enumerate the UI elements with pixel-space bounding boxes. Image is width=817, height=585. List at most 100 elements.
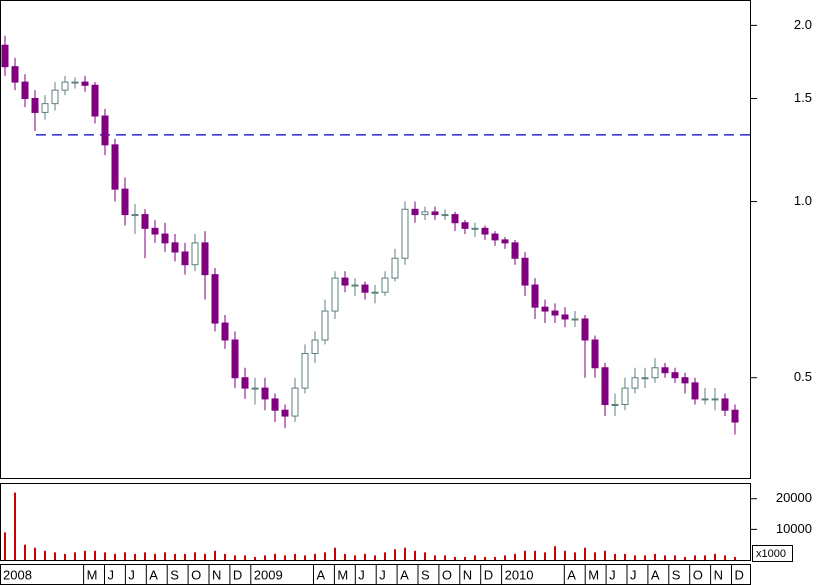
- candle-body: [271, 398, 279, 411]
- candle-body: [1, 44, 9, 68]
- x-tick-label: A: [149, 567, 158, 582]
- x-tick-label: M: [588, 567, 599, 582]
- volume-bar: [584, 547, 586, 560]
- candle-body: [101, 115, 109, 146]
- candle-body: [481, 227, 489, 235]
- candle-body: [351, 284, 359, 287]
- candle-body: [411, 208, 419, 216]
- volume-bar: [364, 553, 366, 560]
- candle-body: [671, 372, 679, 379]
- candle-body: [301, 353, 309, 389]
- x-tick-label: J: [128, 567, 135, 582]
- volume-bar: [194, 552, 196, 560]
- candle-body: [51, 89, 59, 105]
- x-tick-label: D: [735, 567, 744, 582]
- candle-body: [561, 314, 569, 320]
- x-tick-label: 2008: [3, 567, 32, 582]
- candle-body: [121, 188, 129, 216]
- candle-body: [41, 103, 49, 113]
- volume-bar: [684, 556, 686, 560]
- candle-body: [111, 144, 119, 190]
- candle-body: [511, 242, 519, 259]
- volume-bar: [704, 555, 706, 560]
- candle-body: [31, 97, 39, 113]
- candle-body: [451, 214, 459, 224]
- candle-body: [631, 377, 639, 389]
- volume-bar: [244, 555, 246, 560]
- volume-bar: [84, 550, 86, 560]
- volume-bar: [134, 553, 136, 560]
- price-panel: [0, 0, 751, 479]
- x-tick-label: A: [317, 567, 326, 582]
- volume-bar: [64, 553, 66, 560]
- candle-body: [431, 211, 439, 216]
- volume-bar: [234, 555, 236, 560]
- x-tick-label: S: [170, 567, 179, 582]
- volume-bar: [634, 555, 636, 560]
- candle-body: [171, 242, 179, 253]
- volume-bar: [434, 555, 436, 560]
- candle-body: [651, 367, 659, 379]
- candle-body: [131, 214, 139, 217]
- candle-body: [381, 277, 389, 293]
- candle-body: [591, 339, 599, 369]
- candle-body: [231, 339, 239, 379]
- volume-bar: [514, 553, 516, 560]
- volume-bar: [674, 555, 676, 560]
- volume-bar: [694, 555, 696, 560]
- candle-body: [471, 227, 479, 230]
- volume-bar: [264, 555, 266, 560]
- x-tick-label: A: [400, 567, 409, 582]
- x-tick-label: A: [567, 567, 576, 582]
- candle-body: [531, 284, 539, 308]
- x-tick-label: 2009: [254, 567, 283, 582]
- candle-body: [611, 404, 619, 407]
- candle-body: [221, 322, 229, 341]
- candle-body: [641, 377, 649, 380]
- volume-bar: [654, 553, 656, 560]
- candle-body: [401, 208, 409, 259]
- volume-bar: [724, 555, 726, 560]
- x-tick-label: J: [630, 567, 637, 582]
- candle-body: [281, 409, 289, 417]
- volume-bar: [94, 550, 96, 560]
- candle-body: [461, 222, 469, 229]
- volume-bar: [444, 555, 446, 560]
- x-tick-label: A: [651, 567, 660, 582]
- volume-bar: [274, 553, 276, 560]
- volume-bar: [504, 555, 506, 560]
- volume-bar: [624, 553, 626, 560]
- candle-body: [71, 81, 79, 84]
- candle-body: [181, 251, 189, 266]
- volume-bar: [124, 552, 126, 560]
- x-tick-label: J: [108, 567, 115, 582]
- x-tick-label: M: [337, 567, 348, 582]
- volume-bar: [604, 550, 606, 560]
- volume-bar: [534, 550, 536, 560]
- volume-bar: [174, 553, 176, 560]
- candle-body: [11, 66, 19, 83]
- x-tick-label: M: [87, 567, 98, 582]
- volume-bar: [324, 552, 326, 560]
- x-tick-label: N: [212, 567, 221, 582]
- x-tick-label: N: [714, 567, 723, 582]
- x-tick-label: O: [442, 567, 452, 582]
- candle-body: [241, 377, 249, 389]
- volume-bar: [164, 552, 166, 560]
- candle-body: [341, 277, 349, 286]
- y-tick-label: 1.5: [794, 90, 812, 105]
- volume-bar: [524, 550, 526, 560]
- candle-body: [421, 211, 429, 216]
- candle-body: [91, 84, 99, 117]
- unit-label: x1000: [756, 548, 786, 560]
- volume-bar: [304, 555, 306, 560]
- volume-bar: [454, 556, 456, 560]
- volume-bar: [554, 546, 556, 560]
- volume-bar: [44, 550, 46, 560]
- candle-body: [521, 257, 529, 286]
- volume-bar: [614, 553, 616, 560]
- candle-body: [161, 233, 169, 244]
- candle-body: [21, 81, 29, 99]
- volume-bar: [294, 553, 296, 560]
- candle-body: [571, 318, 579, 321]
